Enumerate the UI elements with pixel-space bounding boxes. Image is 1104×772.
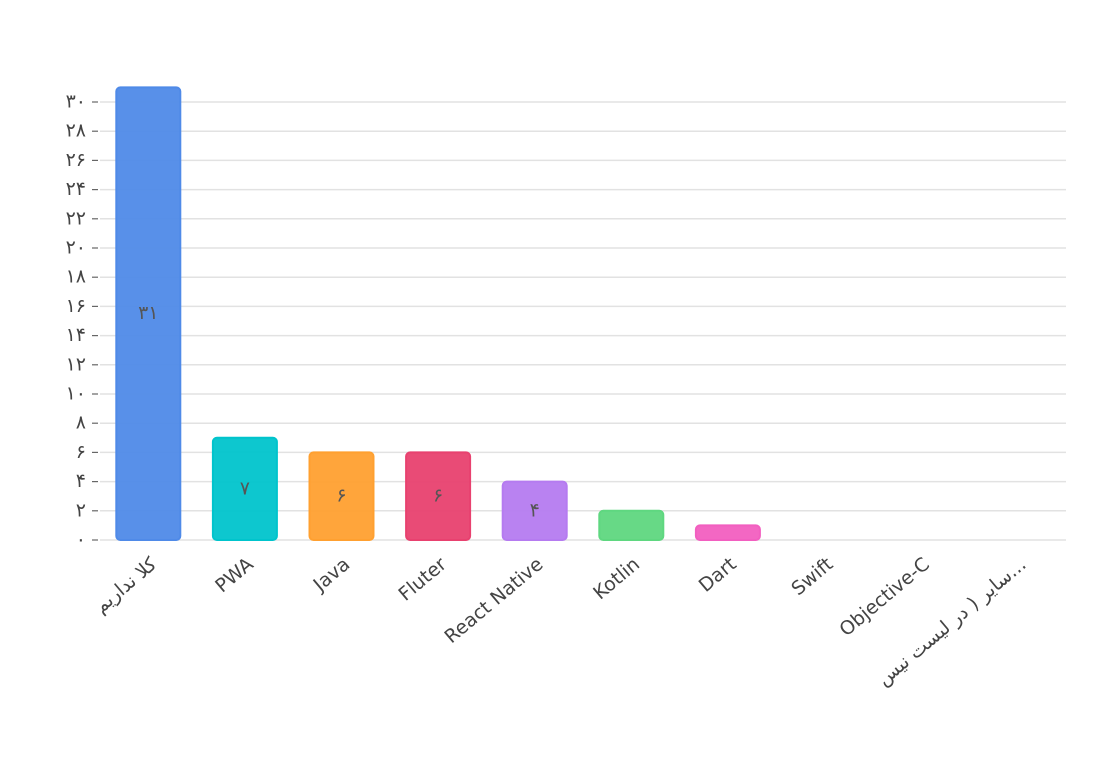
x-tick-label: Java: [309, 553, 355, 596]
data-label: ۷: [240, 477, 250, 499]
x-tick-label: Objective-C: [835, 553, 934, 641]
bar: [501, 480, 568, 542]
bar: [598, 509, 665, 541]
y-tick-label: ۲۴: [66, 178, 86, 200]
y-tick-label: ۱۲: [66, 353, 86, 375]
y-tick-label: ۲۰: [66, 237, 86, 259]
y-tick-label: ۲۲: [66, 207, 86, 229]
bar: [115, 86, 182, 542]
x-tick-label: Dart: [695, 553, 741, 597]
data-label: ۶: [433, 485, 443, 507]
y-tick-label: ۲۶: [66, 149, 86, 171]
y-tick-label: ۱۴: [66, 324, 86, 346]
bar: [405, 451, 472, 541]
x-tick-label: کلا نداریم: [90, 553, 162, 618]
x-tick-label: Kotlin: [589, 553, 644, 604]
y-tick-label: ۰: [76, 529, 86, 551]
data-label: ۴: [530, 499, 540, 521]
x-tick-label: React Native: [441, 553, 548, 648]
data-label: ۳۱: [138, 302, 158, 324]
x-tick-label: PWA: [211, 553, 257, 597]
data-label: ۶: [336, 485, 346, 507]
y-tick-label: ۱۰: [66, 383, 86, 405]
y-tick-label: ۲: [76, 499, 86, 521]
y-tick-label: ۶: [76, 441, 86, 463]
y-tick-label: ۳۰: [66, 91, 86, 113]
x-tick-label: Swift: [787, 553, 837, 600]
bar: [211, 436, 278, 541]
y-tick-label: ۱۶: [66, 295, 86, 317]
x-tick-label: Fluter: [394, 553, 451, 605]
y-tick-label: ۱۸: [66, 266, 86, 288]
bar: [308, 451, 375, 541]
y-tick-label: ۸: [76, 412, 86, 434]
y-tick-label: ۲۸: [66, 120, 86, 142]
bar: [694, 524, 761, 542]
y-tick-label: ۴: [76, 470, 86, 492]
